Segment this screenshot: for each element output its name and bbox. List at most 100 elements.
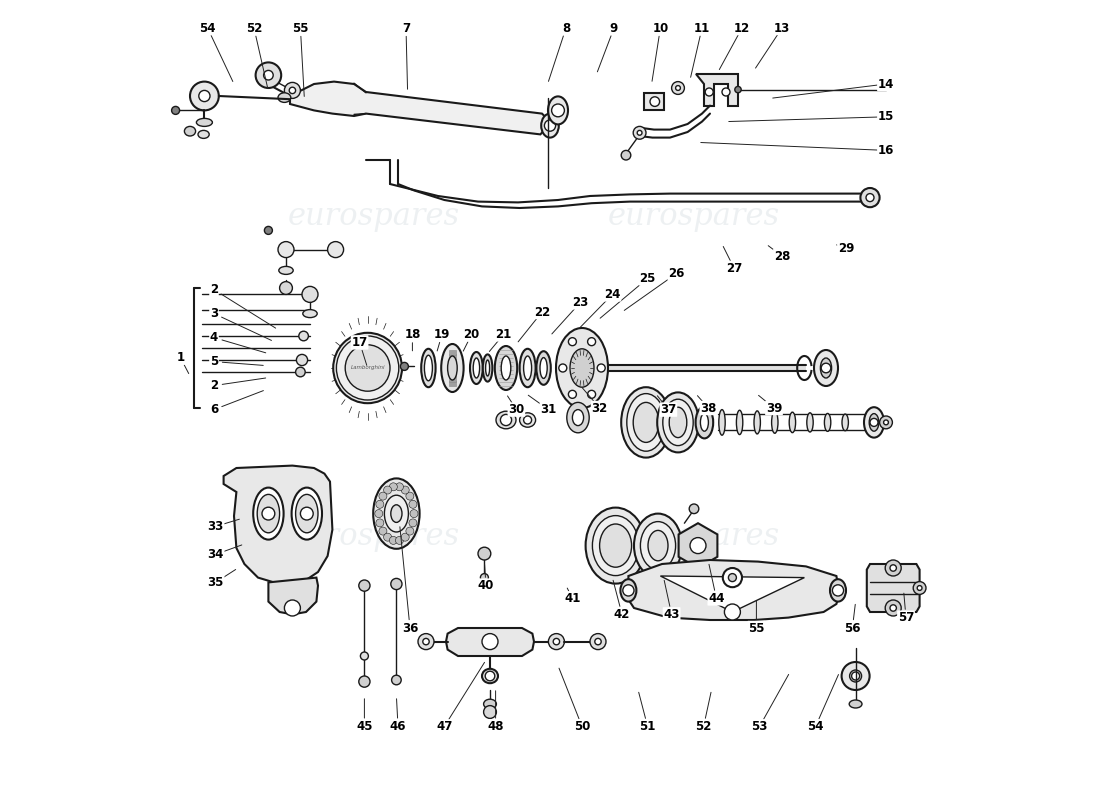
- Circle shape: [478, 547, 491, 560]
- Text: 14: 14: [878, 78, 894, 90]
- Text: 7: 7: [402, 22, 410, 34]
- Ellipse shape: [814, 350, 838, 386]
- Bar: [449, 363, 455, 368]
- Ellipse shape: [197, 118, 212, 126]
- Text: 18: 18: [404, 328, 420, 341]
- Ellipse shape: [634, 402, 659, 442]
- Circle shape: [637, 130, 642, 135]
- Circle shape: [544, 120, 556, 131]
- Bar: [449, 368, 455, 373]
- Ellipse shape: [470, 352, 483, 384]
- Ellipse shape: [448, 356, 458, 380]
- Ellipse shape: [864, 407, 884, 438]
- Circle shape: [264, 70, 273, 80]
- Ellipse shape: [302, 310, 317, 318]
- Circle shape: [376, 519, 384, 527]
- Text: 25: 25: [639, 272, 656, 285]
- Ellipse shape: [657, 393, 698, 453]
- Text: 30: 30: [508, 403, 525, 416]
- Text: 3: 3: [210, 307, 218, 320]
- Text: 38: 38: [701, 402, 716, 414]
- Ellipse shape: [484, 699, 496, 709]
- Circle shape: [406, 527, 414, 535]
- Circle shape: [396, 536, 404, 544]
- Ellipse shape: [736, 410, 743, 434]
- Circle shape: [409, 500, 417, 508]
- Circle shape: [285, 600, 300, 616]
- Text: 10: 10: [652, 22, 669, 34]
- Ellipse shape: [253, 488, 284, 540]
- Polygon shape: [290, 82, 549, 134]
- Ellipse shape: [519, 349, 536, 387]
- Circle shape: [296, 367, 305, 377]
- Text: 53: 53: [751, 720, 768, 733]
- Text: 12: 12: [734, 22, 750, 34]
- Text: 44: 44: [708, 592, 725, 605]
- Circle shape: [484, 706, 496, 718]
- Ellipse shape: [421, 349, 436, 387]
- Circle shape: [870, 418, 878, 426]
- Ellipse shape: [556, 328, 608, 408]
- Circle shape: [409, 519, 417, 527]
- Circle shape: [389, 536, 397, 544]
- Circle shape: [595, 638, 602, 645]
- Ellipse shape: [621, 387, 671, 458]
- Text: 6: 6: [210, 403, 218, 416]
- Circle shape: [690, 504, 698, 514]
- Ellipse shape: [648, 530, 668, 561]
- Circle shape: [359, 676, 370, 687]
- Text: 51: 51: [639, 720, 656, 733]
- Text: 8: 8: [562, 22, 570, 34]
- Ellipse shape: [485, 360, 490, 376]
- Circle shape: [376, 500, 384, 508]
- Text: eurospares: eurospares: [288, 521, 460, 551]
- Circle shape: [199, 90, 210, 102]
- Ellipse shape: [771, 411, 778, 434]
- Polygon shape: [696, 74, 738, 106]
- Text: 26: 26: [668, 267, 684, 280]
- Text: 15: 15: [878, 110, 894, 123]
- Ellipse shape: [292, 488, 322, 540]
- Circle shape: [587, 338, 595, 346]
- Ellipse shape: [842, 662, 870, 690]
- Ellipse shape: [600, 524, 631, 567]
- Text: 52: 52: [695, 720, 712, 733]
- Ellipse shape: [333, 333, 402, 403]
- Circle shape: [851, 672, 859, 680]
- Ellipse shape: [482, 669, 498, 683]
- Text: 39: 39: [766, 402, 782, 414]
- Circle shape: [422, 638, 429, 645]
- Circle shape: [917, 586, 922, 590]
- Text: 48: 48: [487, 720, 504, 733]
- Bar: [449, 377, 455, 382]
- Text: eurospares: eurospares: [288, 201, 460, 231]
- Ellipse shape: [695, 406, 713, 438]
- Polygon shape: [626, 560, 839, 620]
- Text: 17: 17: [352, 336, 367, 349]
- Ellipse shape: [541, 114, 559, 138]
- Circle shape: [866, 194, 874, 202]
- Circle shape: [384, 533, 392, 541]
- Ellipse shape: [198, 130, 209, 138]
- Text: 31: 31: [540, 403, 557, 416]
- Circle shape: [880, 416, 892, 429]
- Circle shape: [728, 574, 736, 582]
- Circle shape: [410, 510, 418, 518]
- Text: 34: 34: [208, 548, 223, 561]
- Ellipse shape: [185, 126, 196, 136]
- Ellipse shape: [390, 505, 402, 522]
- Circle shape: [672, 82, 684, 94]
- Circle shape: [735, 86, 741, 93]
- Bar: [449, 350, 455, 354]
- Text: 56: 56: [844, 622, 860, 634]
- Text: 11: 11: [694, 22, 711, 34]
- Text: 54: 54: [199, 22, 216, 34]
- Ellipse shape: [640, 522, 675, 570]
- Circle shape: [559, 364, 566, 372]
- Text: 9: 9: [609, 22, 618, 34]
- Circle shape: [913, 582, 926, 594]
- Circle shape: [500, 414, 512, 426]
- Text: 2: 2: [210, 283, 218, 296]
- Ellipse shape: [806, 413, 813, 432]
- Ellipse shape: [824, 414, 830, 431]
